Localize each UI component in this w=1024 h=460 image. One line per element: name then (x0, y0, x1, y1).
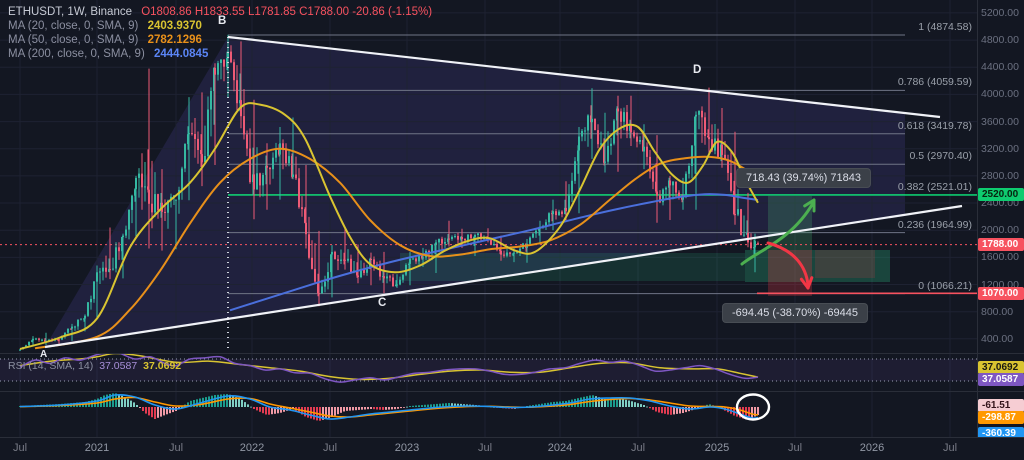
moving-averages-layer (19, 102, 759, 350)
rsi-ma-value: 37.0692 (143, 360, 182, 372)
ma20-line (19, 102, 759, 350)
macd-signal-line (19, 396, 759, 418)
pattern-point-b[interactable]: B (218, 15, 227, 27)
symbol-row[interactable]: ETHUSDT, 1W, Binance O1808.86 H1833.55 L… (8, 5, 432, 19)
support-zone-box (815, 250, 875, 278)
measurement-tooltip-up: 718.43 (39.74%) 71843 (736, 168, 871, 188)
green-up-arrow-head (803, 198, 816, 208)
pattern-point-a[interactable]: A (40, 349, 48, 360)
measurement-tooltip-down: -694.45 (-38.70%) -69445 (722, 303, 868, 323)
red-down-arrow-head (806, 276, 814, 290)
ohlc-values: O1808.86 H1833.55 L1781.85 C1788.00 -20.… (141, 6, 433, 18)
rsi-value: 37.0587 (99, 360, 138, 372)
candles-layer (19, 34, 759, 351)
time-axis[interactable] (0, 437, 1024, 460)
pattern-point-d[interactable]: D (693, 64, 702, 76)
rsi-legend-row[interactable]: RSI (14, SMA, 14) 37.0587 37.0692 (8, 360, 181, 372)
red-down-arrow-head (799, 277, 810, 290)
rsi-line (19, 354, 759, 383)
ma50-value: 2782.1296 (147, 34, 202, 46)
ma200-legend-row[interactable]: MA (200, close, 0, SMA, 9) 2444.0845 (8, 47, 432, 61)
green-up-arrow (740, 201, 815, 266)
support-zone-box (745, 250, 890, 282)
rsi-ma-line (19, 354, 759, 381)
macd-pane (19, 393, 759, 421)
macd-highlight-circle (735, 393, 771, 421)
price-axis[interactable] (977, 0, 1024, 437)
chart-legend: ETHUSDT, 1W, Binance O1808.86 H1833.55 L… (8, 5, 432, 61)
ma200-value: 2444.0845 (153, 48, 209, 60)
ma200-line (229, 193, 759, 312)
lower-trendline (44, 204, 963, 349)
ma50-label: MA (50, close, 0, SMA, 9) (8, 34, 139, 46)
ma20-label: MA (20, close, 0, SMA, 9) (8, 20, 139, 32)
red-down-arrow (766, 241, 810, 287)
ma20-legend-row[interactable]: MA (20, close, 0, SMA, 9) 2403.9370 (8, 19, 432, 33)
ma200-label: MA (200, close, 0, SMA, 9) (8, 48, 145, 60)
triangle-pattern-fill (45, 37, 905, 347)
ma50-line (34, 147, 759, 350)
pattern-point-c[interactable]: C (378, 297, 387, 309)
ma20-value: 2403.9370 (147, 20, 202, 32)
symbol-title: ETHUSDT, 1W, Binance (8, 6, 132, 18)
ma50-legend-row[interactable]: MA (50, close, 0, SMA, 9) 2782.1296 (8, 33, 432, 47)
upper-trendline (227, 35, 941, 119)
rsi-pane (0, 354, 977, 383)
rsi-label: RSI (14, SMA, 14) (8, 360, 94, 372)
macd-main-line (19, 393, 759, 420)
